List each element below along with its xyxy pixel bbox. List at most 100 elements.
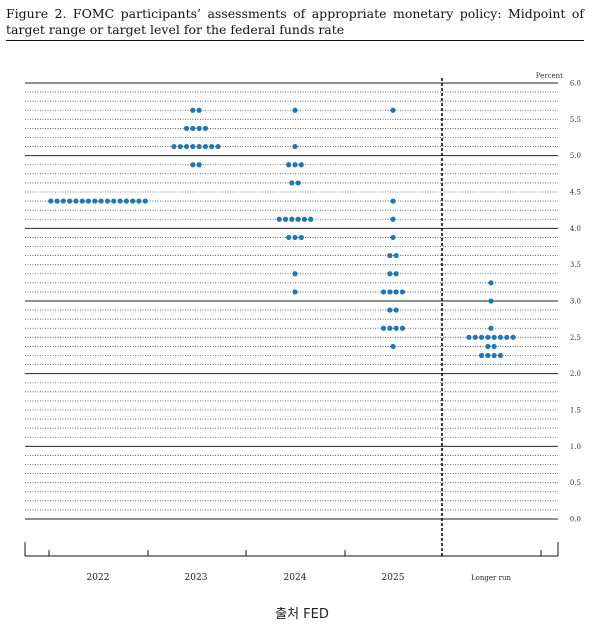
y-tick-label: 2.5 <box>570 334 581 342</box>
dot-point <box>491 334 497 340</box>
dot-point <box>478 334 485 340</box>
dot-point <box>183 143 190 150</box>
dot-point <box>130 198 136 204</box>
dot-point <box>295 180 301 186</box>
dot-point <box>48 198 54 204</box>
dot-point <box>123 198 129 204</box>
y-tick-label: 6.0 <box>570 80 581 88</box>
dot-point <box>190 143 196 150</box>
dot-point <box>488 280 494 286</box>
dot-point <box>142 198 148 204</box>
dot-point <box>292 107 298 113</box>
dot-point <box>292 271 298 277</box>
dot-point <box>177 143 183 150</box>
dot-point <box>491 343 497 350</box>
dot-point <box>215 143 221 150</box>
dot-plot-chart: 0.0 0.5 1.0 1.5 2.0 2.5 3.0 3.5 4.0 4.5 5.0 5.5 6.0 P… <box>24 72 581 583</box>
dot-point <box>472 334 478 340</box>
y-tick-label: 2.0 <box>570 370 581 378</box>
y-tick-label: 4.5 <box>570 189 581 197</box>
dot-point <box>393 307 399 313</box>
y-tick-label: 5.5 <box>570 116 581 124</box>
dot-point <box>292 143 298 150</box>
dot-point <box>196 162 202 168</box>
dot-point <box>298 162 304 168</box>
dot-point <box>67 198 73 204</box>
source-caption: 출처 FED <box>275 607 329 622</box>
dot-point <box>92 198 98 204</box>
y-tick-label: 5.0 <box>570 152 581 160</box>
dot-point <box>390 198 396 204</box>
dot-point <box>289 180 295 186</box>
y-tick-label: 1.0 <box>570 443 581 451</box>
dot-point <box>292 234 298 241</box>
dot-point <box>485 334 491 340</box>
dot-point <box>504 334 510 340</box>
dot-point <box>485 343 491 350</box>
dot-point <box>390 107 396 113</box>
dot-point <box>202 143 209 150</box>
dot-point <box>73 198 79 204</box>
x-category-label: 2025 <box>382 573 405 583</box>
dot-point <box>497 352 504 359</box>
x-category-label: 2023 <box>185 573 208 583</box>
dot-point <box>286 162 292 168</box>
dot-point <box>387 289 393 295</box>
dot-point <box>393 325 399 331</box>
grid-layer <box>25 82 558 520</box>
dot-point <box>111 198 117 204</box>
dot-point <box>488 325 494 331</box>
y-tick-label: 3.0 <box>570 298 581 306</box>
x-category-label: 2024 <box>284 573 307 583</box>
dot-point <box>393 289 399 295</box>
dot-point <box>289 216 295 222</box>
dot-point <box>387 252 393 259</box>
dot-point <box>298 234 304 241</box>
dot-point <box>276 216 282 222</box>
dot-point <box>295 216 301 222</box>
dot-point <box>387 271 393 277</box>
dot-point <box>286 234 292 241</box>
labels-layer: 0.0 0.5 1.0 1.5 2.0 2.5 3.0 3.5 4.0 4.5 5.0 5.5 6.0 P… <box>87 72 581 583</box>
y-tick-label: 4.0 <box>570 225 581 233</box>
y-tick-label: 0.5 <box>570 479 581 487</box>
dot-point <box>209 143 215 150</box>
x-category-label: Longer run <box>471 574 511 582</box>
dot-point <box>387 307 393 313</box>
y-tick-label: 1.5 <box>570 407 581 415</box>
dot-point <box>380 289 387 295</box>
y-tick-label: 3.5 <box>570 261 581 269</box>
dot-point <box>98 198 104 204</box>
dot-point <box>183 125 190 132</box>
y-tick-label: 0.0 <box>570 516 581 524</box>
dot-point <box>390 216 396 222</box>
dot-point <box>387 325 393 331</box>
dot-point <box>171 143 177 150</box>
dot-point <box>282 216 289 222</box>
dot-point <box>79 198 85 204</box>
dot-point <box>399 289 406 295</box>
dot-point <box>292 162 298 168</box>
dot-point <box>136 198 142 204</box>
dot-point <box>485 352 491 359</box>
dots-layer <box>48 107 516 359</box>
dot-point <box>393 252 399 259</box>
dot-point <box>292 289 298 295</box>
dot-point <box>117 198 123 204</box>
dot-point <box>301 216 308 222</box>
dot-point <box>190 107 196 113</box>
x-category-label: 2022 <box>87 573 110 583</box>
dot-point <box>491 352 497 359</box>
dot-point <box>54 198 60 204</box>
title-rule <box>6 40 584 41</box>
axis-layer <box>24 78 559 557</box>
dot-point <box>85 198 92 204</box>
dot-point <box>488 298 494 304</box>
dot-point <box>190 125 196 132</box>
dot-point <box>308 216 314 222</box>
dot-point <box>380 325 387 331</box>
dot-point <box>196 143 202 150</box>
dot-point <box>510 334 516 340</box>
dot-point <box>202 125 209 132</box>
dot-point <box>466 334 472 340</box>
